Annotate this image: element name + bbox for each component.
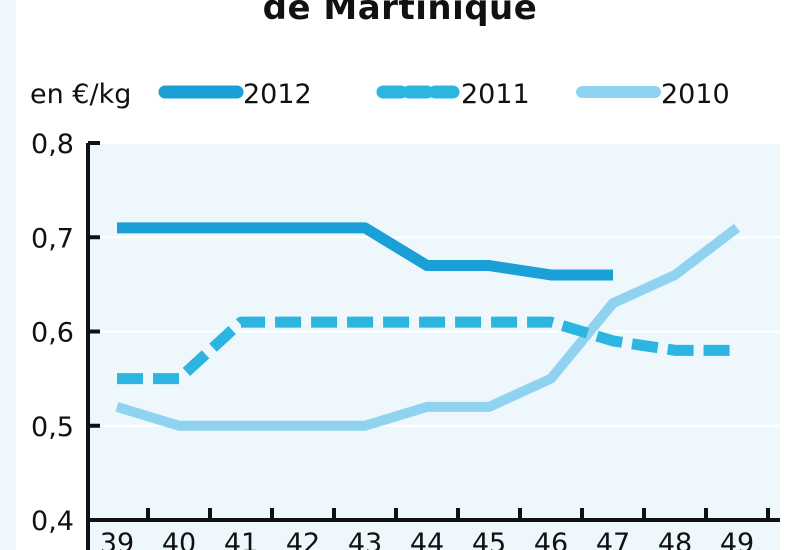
plot-background bbox=[88, 143, 780, 550]
y-tick-label: 0,6 bbox=[31, 318, 74, 349]
axis-layer: 0,4 0,5 0,6 0,7 0,8 39 40 41 42 43 44 45 46 47 48 49 bbox=[31, 129, 780, 550]
y-axis-unit-label: en €/kg bbox=[30, 79, 131, 110]
legend-label-2011: 2011 bbox=[461, 79, 530, 110]
series-line-2011 bbox=[117, 316, 737, 385]
x-tick-label: 45 bbox=[472, 528, 506, 550]
left-background-strip bbox=[0, 0, 16, 550]
x-tick-label: 47 bbox=[596, 528, 630, 550]
x-tick-label: 42 bbox=[286, 528, 320, 550]
x-tick-label: 44 bbox=[410, 528, 444, 550]
x-tick-label: 46 bbox=[534, 528, 568, 550]
y-tick-label: 0,8 bbox=[31, 129, 74, 160]
y-tick-label: 0,5 bbox=[31, 412, 74, 443]
y-tick-label: 0,4 bbox=[31, 506, 74, 537]
series-line-2010 bbox=[115, 223, 741, 431]
x-tick-label: 48 bbox=[658, 528, 692, 550]
series-line-2012 bbox=[117, 222, 613, 281]
x-tick-label: 39 bbox=[100, 528, 134, 550]
legend: en €/kg 2012 2011 2010 bbox=[30, 79, 730, 110]
legend-label-2012: 2012 bbox=[243, 79, 312, 110]
series-layer bbox=[115, 222, 741, 431]
x-tick-label: 40 bbox=[162, 528, 196, 550]
y-tick-label: 0,7 bbox=[31, 223, 74, 254]
legend-label-2010: 2010 bbox=[661, 79, 730, 110]
x-tick-label: 41 bbox=[224, 528, 258, 550]
x-tick-label: 49 bbox=[720, 528, 754, 550]
chart-title: de Martinique bbox=[262, 0, 538, 28]
x-tick-label: 43 bbox=[348, 528, 382, 550]
